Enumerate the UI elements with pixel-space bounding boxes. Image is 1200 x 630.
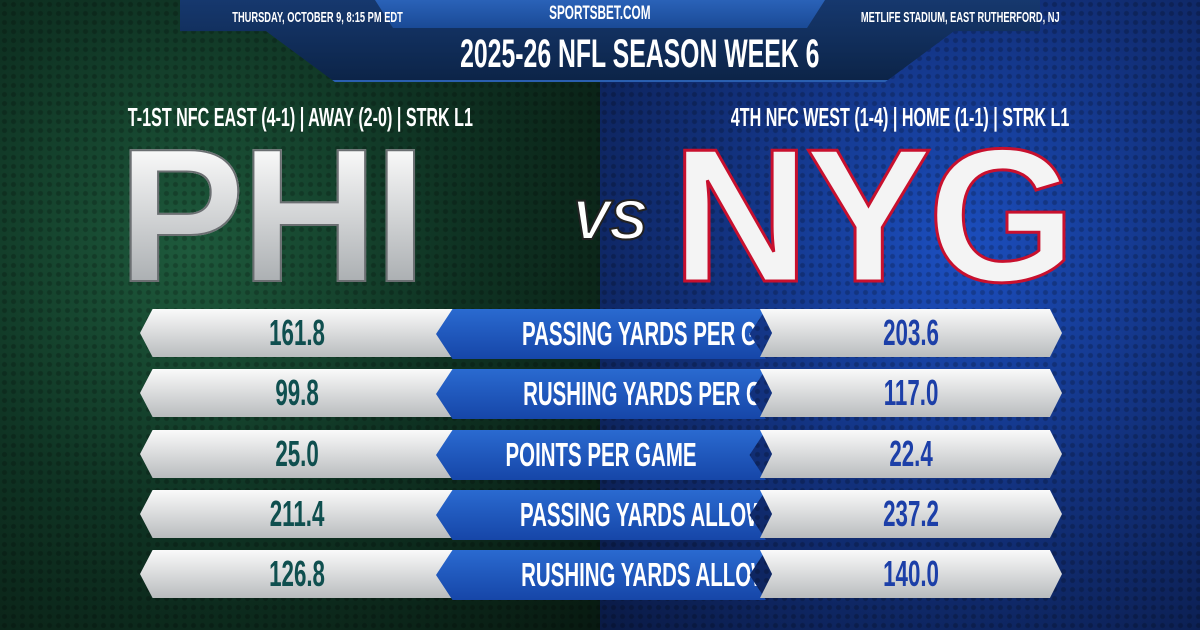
home-stat-value: 237.2 — [760, 490, 1062, 538]
venue: METLIFE STADIUM, EAST RUTHERFORD, NJ — [860, 9, 1060, 26]
stat-label: POINTS PER GAME — [436, 430, 766, 480]
game-date: THURSDAY, OCTOBER 9, 8:15 PM EDT — [232, 9, 403, 26]
away-stat-value: 99.8 — [140, 369, 455, 417]
stat-label: PASSING YARDS PER GAME — [436, 309, 766, 359]
home-stat-value: 203.6 — [760, 309, 1062, 357]
stat-row: 211.4 PASSING YARDS ALLOWED 237.2 — [0, 490, 1200, 540]
away-stat-value: 161.8 — [140, 309, 455, 357]
stat-label: PASSING YARDS ALLOWED — [436, 490, 766, 540]
home-stat-value: 140.0 — [760, 550, 1062, 598]
away-record: T-1ST NFC EAST (4-1) | AWAY (2-0) | STRK… — [127, 102, 473, 132]
away-stat-value: 25.0 — [140, 430, 455, 478]
away-team-abbr: PHI — [117, 110, 428, 322]
away-stat-value: 211.4 — [140, 490, 455, 538]
home-stat-value: 117.0 — [760, 369, 1062, 417]
stat-row: 25.0 POINTS PER GAME 22.4 — [0, 430, 1200, 480]
site-name: SPORTSBET.COM — [549, 3, 651, 24]
home-stat-value: 22.4 — [760, 430, 1062, 478]
stat-label: RUSHING YARDS ALLOWED — [436, 550, 766, 600]
vs-logo: VS — [571, 188, 648, 251]
header-site-tab — [375, 0, 825, 28]
page-title: 2025-26 NFL SEASON WEEK 6 — [460, 32, 820, 76]
stat-row: 99.8 RUSHING YARDS PER GAME 117.0 — [0, 369, 1200, 419]
stat-label: RUSHING YARDS PER GAME — [436, 369, 766, 419]
home-record: 4TH NFC WEST (1-4) | HOME (1-1) | STRK L… — [730, 102, 1070, 132]
stat-row: 161.8 PASSING YARDS PER GAME 203.6 — [0, 309, 1200, 359]
stat-row: 126.8 RUSHING YARDS ALLOWED 140.0 — [0, 550, 1200, 600]
home-team-abbr: NYG — [671, 110, 1078, 322]
away-stat-value: 126.8 — [140, 550, 455, 598]
